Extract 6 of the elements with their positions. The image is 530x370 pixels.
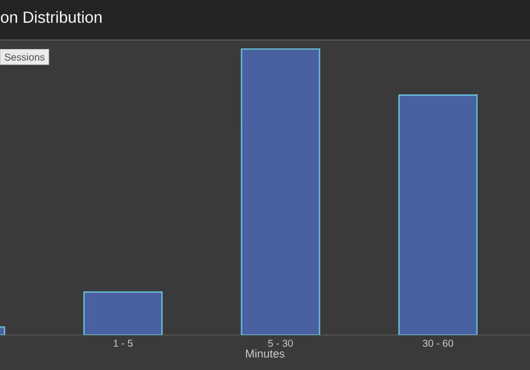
x-tick-label: 30 - 60 (422, 340, 454, 347)
text: Sessions (4, 53, 44, 61)
x-axis-title: Minutes (246, 349, 284, 358)
x-tick-label: 1 - 5 (114, 340, 133, 347)
x-tick-label: 5 - 30 (268, 340, 293, 347)
chart-title: on Distribution (0, 11, 102, 23)
